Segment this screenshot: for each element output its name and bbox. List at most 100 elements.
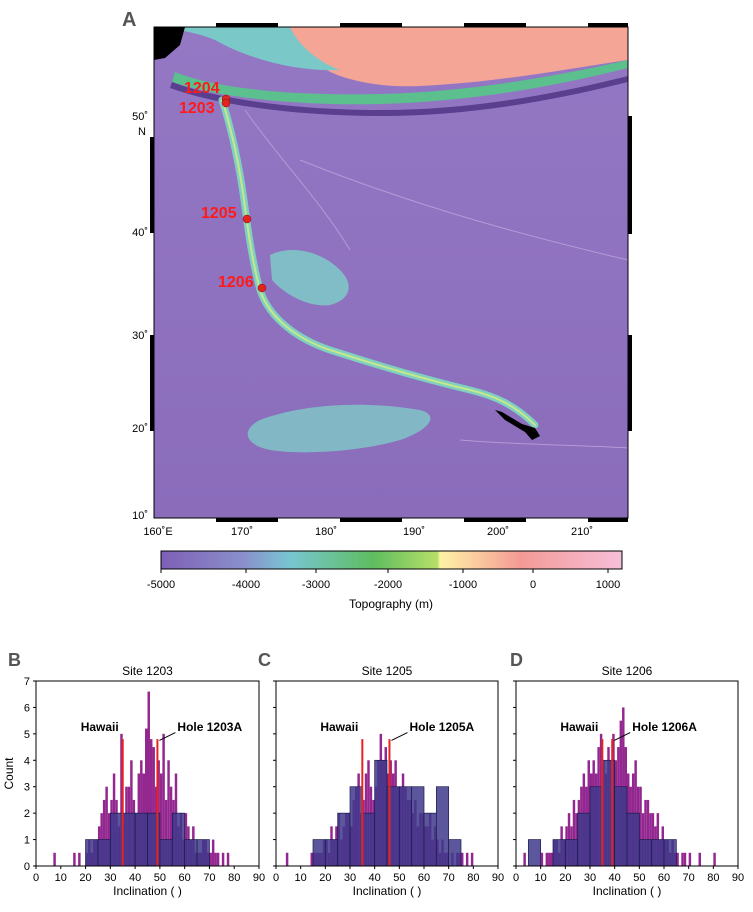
hole-annotation: Hole 1203A [177, 720, 242, 734]
y-tick-label: 7 [24, 676, 30, 688]
coarse-bar [159, 839, 173, 867]
colorbar-tick-label: 0 [530, 579, 536, 591]
x-tick-label: 30 [344, 872, 356, 884]
coarse-bar [134, 812, 148, 867]
coarse-bar [663, 839, 677, 867]
x-tick-label: 10 [295, 872, 307, 884]
fine-bar [221, 852, 225, 866]
coarse-bar [196, 839, 210, 867]
colorbar-tick-label: -3000 [302, 579, 330, 591]
map-border-checker [150, 23, 632, 522]
coarse-bar [448, 839, 462, 867]
site-marker-1206 [257, 283, 267, 293]
coarse-bar [85, 839, 99, 867]
fine-bar [73, 852, 76, 866]
coarse-bar [589, 786, 603, 867]
hawaii-annotation: Hawaii [560, 720, 598, 734]
fine-bar [572, 799, 576, 866]
fine-bar [78, 852, 81, 866]
fine-bar [644, 799, 647, 866]
x-tick-label: 0 [273, 872, 279, 884]
fine-bar [159, 773, 163, 866]
map-mid-pacific-mountains [247, 404, 431, 453]
map-alaska-highland [290, 27, 628, 87]
y-tick-label: 0 [24, 861, 30, 873]
coarse-bar [626, 812, 640, 867]
lat-unit-label: N [138, 126, 146, 138]
x-tick-label: 10 [535, 872, 547, 884]
x-tick-label: 50 [393, 872, 405, 884]
map-aleutian-shelf [172, 60, 628, 105]
x-tick-label: 90 [253, 872, 265, 884]
fine-bar [102, 799, 106, 866]
x-tick-label: 60 [179, 872, 191, 884]
map-aleutian-trench [170, 76, 628, 116]
lon-tick-label: 170˚ [231, 526, 253, 538]
coarse-bar [577, 812, 591, 867]
x-tick-label: 60 [658, 872, 670, 884]
hawaii-annotation: Hawaii [320, 720, 358, 734]
x-tick-label: 20 [559, 872, 571, 884]
x-tick-label: 80 [228, 872, 240, 884]
map-fracture-zone [244, 109, 628, 449]
fine-bar [523, 852, 526, 866]
histogram-title: Site 1206 [602, 664, 653, 678]
map-hawaii-islands [495, 410, 540, 440]
fine-bar [147, 691, 150, 866]
coarse-bar [349, 786, 363, 867]
x-tick-label: 40 [129, 872, 141, 884]
lon-tick-label: 190˚ [403, 526, 425, 538]
fine-bar [53, 852, 56, 866]
histogram-title: Site 1203 [122, 664, 173, 678]
x-tick-label: 60 [418, 872, 430, 884]
x-tick-label: 0 [513, 872, 519, 884]
coarse-bar [109, 812, 124, 867]
x-tick-label: 40 [369, 872, 381, 884]
fine-bar [105, 786, 108, 866]
coarse-bar [97, 839, 111, 867]
fine-bar [461, 852, 464, 866]
fine-bar [470, 852, 474, 866]
coarse-bar [337, 812, 351, 867]
x-axis-title: Inclination ( ) [353, 884, 422, 898]
map-drill-sites: 1204 1203 1205 1206 [179, 80, 267, 293]
fine-bar [209, 852, 212, 866]
fine-bar [698, 852, 701, 866]
lon-tick-label: 210˚ [571, 526, 593, 538]
coarse-bar [614, 786, 628, 867]
x-tick-label: 50 [154, 872, 166, 884]
x-tick-label: 90 [732, 872, 744, 884]
colorbar-tick-label: -2000 [374, 579, 402, 591]
colorbar-tick-label: -1000 [449, 579, 477, 591]
fine-bar [683, 852, 687, 866]
map-emperor-chain-core [221, 99, 536, 426]
x-tick-label: 70 [443, 872, 455, 884]
y-axis-title: Count [2, 757, 16, 790]
colorbar: -5000 -4000 -3000 -2000 -1000 0 1000 Top… [147, 550, 623, 611]
fine-bar [226, 852, 230, 866]
panel-label-d: D [510, 650, 523, 670]
x-tick-label: 30 [104, 872, 116, 884]
fine-bar [120, 733, 123, 866]
lat-tick-label: 10˚ [132, 510, 148, 522]
annotation-pointer [159, 732, 176, 741]
coarse-bar [552, 839, 566, 867]
map-kamchatka-land [154, 27, 185, 60]
fine-bar [216, 852, 220, 866]
coarse-bar [651, 839, 665, 867]
plot-frame [515, 680, 739, 867]
fine-bar [713, 852, 716, 866]
map-lon-labels: 160˚E 170˚ 180˚ 190˚ 200˚ 210˚ [143, 526, 593, 538]
histogram-title: Site 1205 [362, 664, 413, 678]
colorbar-title: Topography (m) [349, 597, 433, 611]
y-tick-label: 3 [24, 782, 30, 794]
coarse-bar [122, 812, 136, 867]
annotation-pointer [613, 732, 631, 741]
fine-bar [285, 852, 289, 866]
fine-bar [145, 728, 148, 866]
x-tick-label: 70 [683, 872, 695, 884]
coarse-bar [184, 839, 198, 867]
coarse-bar [527, 839, 542, 867]
colorbar-tick-label: -4000 [232, 579, 260, 591]
